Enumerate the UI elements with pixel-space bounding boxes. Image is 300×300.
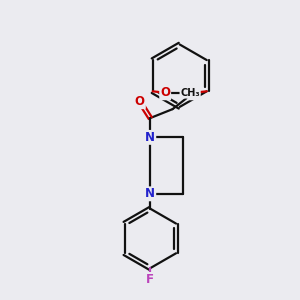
Text: F: F: [146, 273, 154, 286]
Text: O: O: [188, 86, 198, 99]
Text: CH₃: CH₃: [180, 88, 200, 98]
Text: O: O: [135, 95, 145, 108]
Text: O: O: [160, 86, 170, 99]
Text: N: N: [145, 131, 155, 144]
Text: N: N: [145, 187, 155, 200]
